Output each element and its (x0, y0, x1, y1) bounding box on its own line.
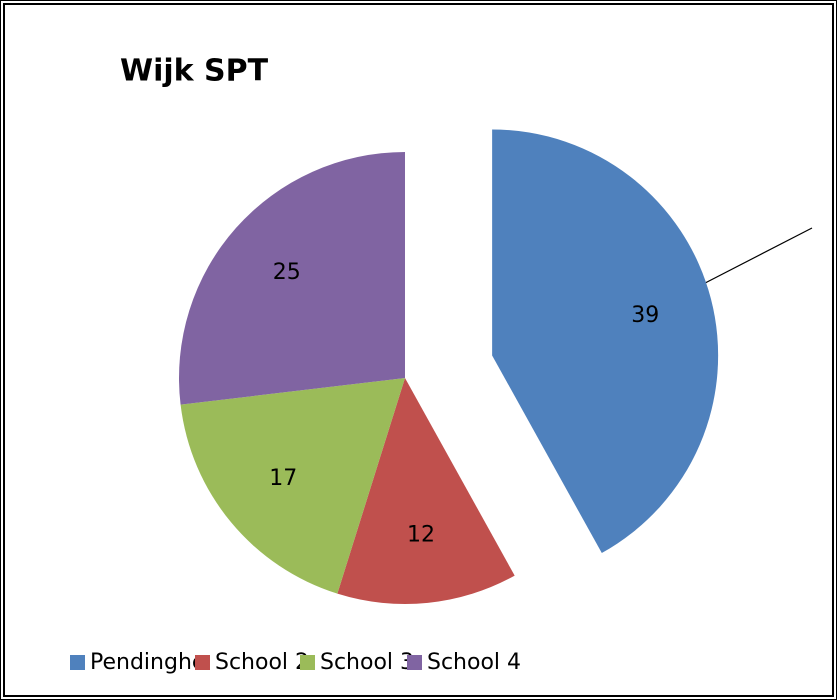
data-label: 25 (273, 260, 301, 285)
pie-slice (180, 378, 405, 594)
chart-title: Wijk SPT (120, 54, 269, 89)
legend-swatch (300, 655, 315, 670)
legend-label: School 3 (320, 650, 414, 675)
pie-slice (492, 129, 719, 554)
pie: 39 12 17 25 (178, 129, 719, 605)
legend: Pendinghe School 2 School 3 School 4 (70, 650, 521, 675)
legend-label: School 4 (427, 650, 521, 675)
legend-label: Pendinghe (90, 650, 205, 675)
data-label: 12 (407, 522, 435, 547)
legend-label: School 2 (215, 650, 309, 675)
data-label: 17 (269, 466, 297, 491)
legend-swatch (407, 655, 422, 670)
chart-frame (3, 3, 834, 697)
legend-swatch (70, 655, 85, 670)
pie-slice (178, 152, 405, 405)
pie-slice (337, 378, 515, 605)
legend-swatch (195, 655, 210, 670)
data-label: 39 (631, 303, 659, 328)
